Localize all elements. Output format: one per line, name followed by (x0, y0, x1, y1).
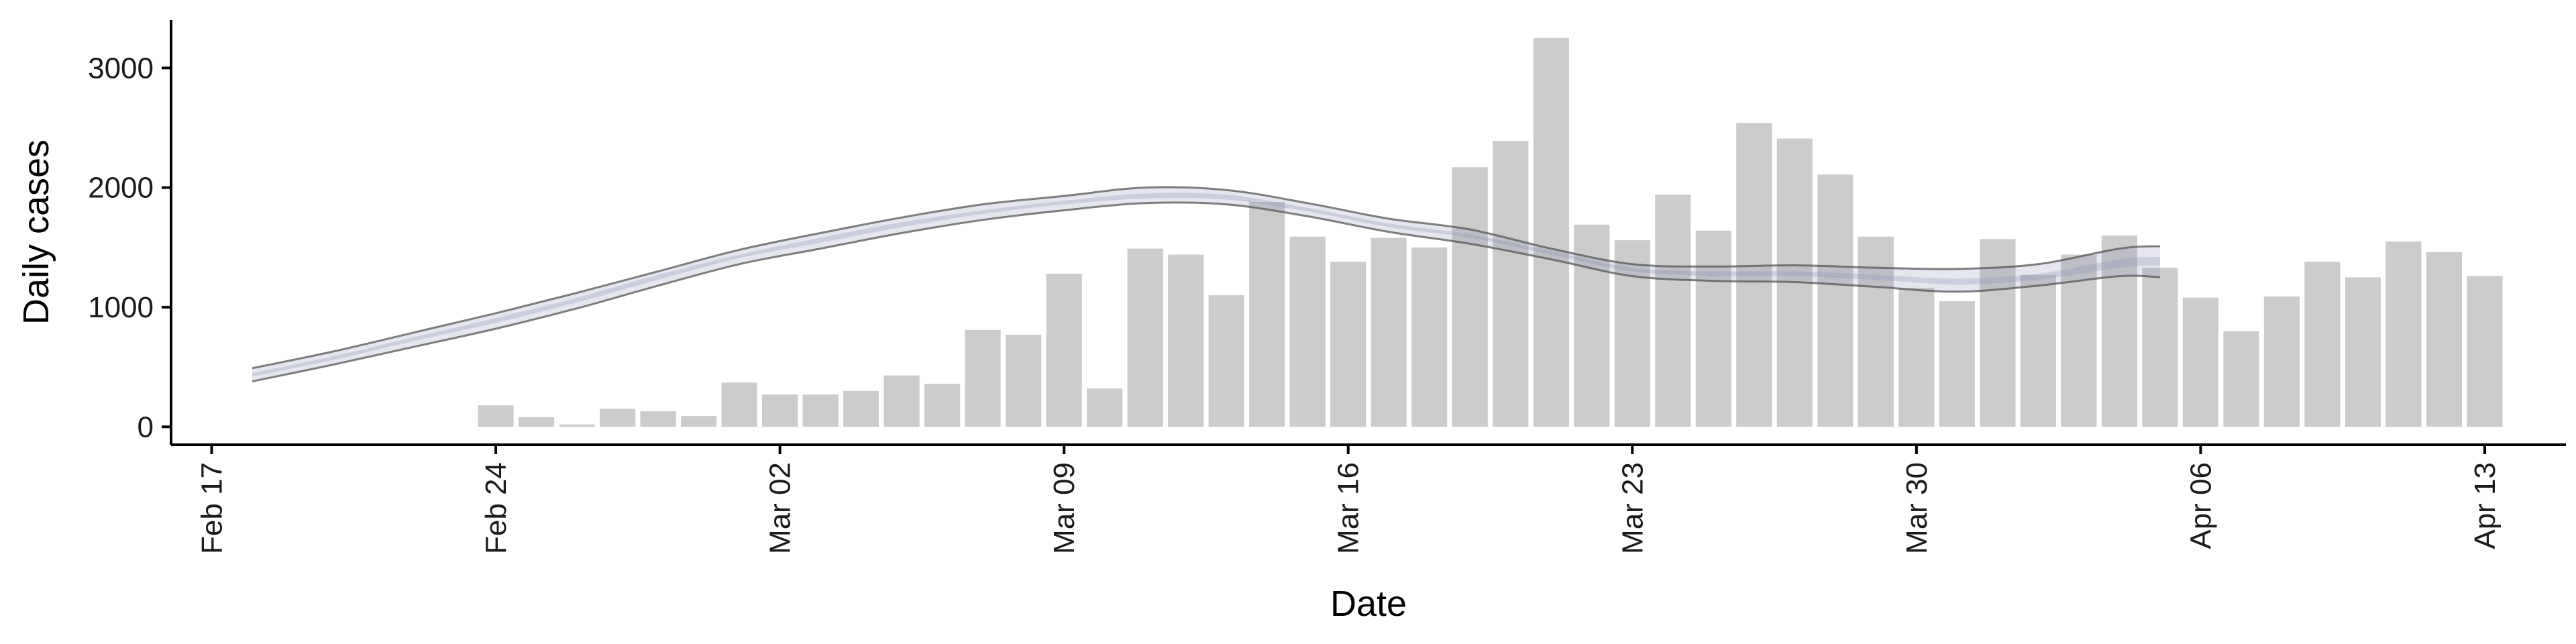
bar (2182, 297, 2218, 427)
bar (1939, 301, 1975, 427)
x-tick-label: Mar 23 (1616, 462, 1649, 554)
bar (2426, 252, 2463, 427)
bar (1208, 295, 1244, 427)
x-tick-label: Mar 16 (1332, 462, 1365, 554)
bar (559, 424, 595, 427)
bar (2263, 296, 2300, 427)
bar (640, 411, 676, 427)
x-tick-label: Feb 17 (196, 462, 229, 554)
bar (2385, 241, 2422, 427)
bar (2142, 268, 2178, 427)
axes-layer (170, 20, 2566, 446)
bar (1493, 141, 1529, 427)
y-tick-label: 2000 (88, 172, 154, 205)
bar (1289, 236, 1326, 427)
bar (2467, 276, 2503, 427)
x-axis-title: Date (1330, 584, 1407, 624)
y-tick-label: 3000 (88, 52, 154, 85)
y-tick-label: 0 (138, 411, 154, 443)
bar (2345, 277, 2381, 427)
bar (1249, 202, 1285, 427)
bar (519, 417, 555, 427)
x-tick-label: Feb 24 (480, 462, 513, 554)
bar (2101, 235, 2137, 427)
uncertainty-band (252, 186, 2160, 382)
bar (1046, 274, 1082, 427)
bar (762, 394, 798, 427)
bar (1736, 123, 1772, 427)
y-ticks: 0 1000 2000 3000 (88, 52, 171, 443)
bar (1411, 247, 1448, 427)
x-ticks: Feb 17 Feb 24 Mar 02 Mar 09 Mar 16 Mar 23 Mar … (196, 445, 2502, 554)
x-tick-label: Apr 13 (2469, 462, 2502, 549)
bar (924, 384, 961, 427)
bar (1452, 167, 1488, 427)
bar (843, 390, 879, 427)
bar (1006, 335, 1042, 427)
bar (802, 394, 839, 427)
bar (600, 409, 636, 427)
bar (1655, 195, 1691, 427)
bar (1695, 230, 1731, 427)
uncertainty-band (252, 193, 2160, 377)
bar (1817, 174, 1854, 427)
bar (1858, 236, 1894, 427)
bar (681, 416, 717, 427)
bar (1330, 262, 1366, 427)
bars-layer (478, 38, 2503, 427)
bar (883, 375, 920, 427)
bar (1980, 239, 2016, 427)
bands-layer (252, 186, 2160, 382)
x-tick-label: Apr 06 (2184, 462, 2217, 549)
x-tick-label: Mar 09 (1048, 462, 1081, 554)
y-axis-title: Daily cases (16, 140, 56, 325)
bar (2304, 262, 2341, 427)
bar (1898, 288, 1935, 427)
y-tick-label: 1000 (88, 291, 154, 324)
bar (2223, 331, 2259, 427)
bar (2020, 274, 2056, 427)
bar (1371, 237, 1407, 427)
bar (721, 382, 757, 427)
bar (1614, 240, 1650, 427)
x-tick-label: Mar 30 (1900, 462, 1933, 554)
bar (1168, 254, 1204, 427)
band-lower-line (252, 201, 2160, 382)
band-upper-line (252, 186, 2160, 370)
bar (478, 405, 514, 427)
x-tick-label: Mar 02 (764, 462, 797, 554)
bar (965, 329, 1001, 427)
bar (1087, 388, 1123, 427)
bar (1533, 38, 1569, 427)
bar (1127, 248, 1163, 427)
